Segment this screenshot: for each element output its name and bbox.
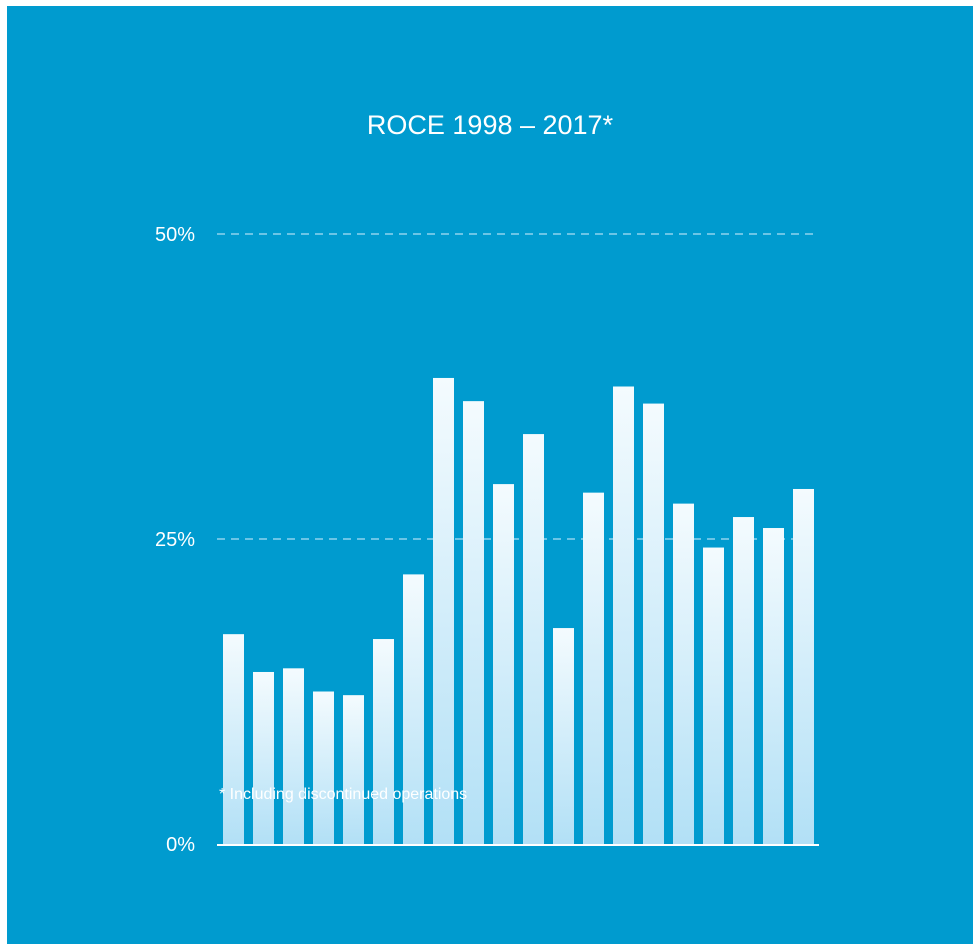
gridlines (217, 233, 819, 540)
bar-2004 (403, 574, 424, 844)
bar-2001 (313, 691, 334, 844)
bar-2015 (733, 517, 754, 844)
bar-2009 (553, 628, 574, 844)
bars (223, 377, 814, 844)
y-tick-label: 25% (155, 529, 195, 551)
chart-title: ROCE 1998 – 2017* (366, 110, 614, 140)
bar-2003 (373, 639, 394, 844)
bar-1999 (253, 671, 274, 844)
bar-2017 (793, 488, 814, 844)
y-axis: 0% 25% 50% (155, 224, 819, 856)
bar-2010 (583, 492, 604, 844)
bar-2006 (463, 401, 484, 844)
bar-2005 (433, 377, 454, 844)
footnote: * Including discontinued operations (219, 786, 468, 803)
bar-1998 (223, 634, 244, 844)
bar-2014 (703, 547, 724, 844)
y-tick-label: 50% (155, 224, 195, 246)
roce-bar-chart: 0% 25% 50% (155, 224, 819, 856)
bar-2012 (643, 403, 664, 844)
bar-2011 (613, 386, 634, 844)
chart-panel: ROCE 1998 – 2017* 0% 25% 50% * Including d… (7, 6, 973, 944)
bar-2002 (343, 695, 364, 844)
bar-2007 (493, 484, 514, 844)
bar-2000 (283, 668, 304, 844)
bar-2013 (673, 503, 694, 844)
bar-2008 (523, 434, 544, 844)
bar-2016 (763, 528, 784, 844)
y-tick-label: 0% (166, 834, 195, 856)
